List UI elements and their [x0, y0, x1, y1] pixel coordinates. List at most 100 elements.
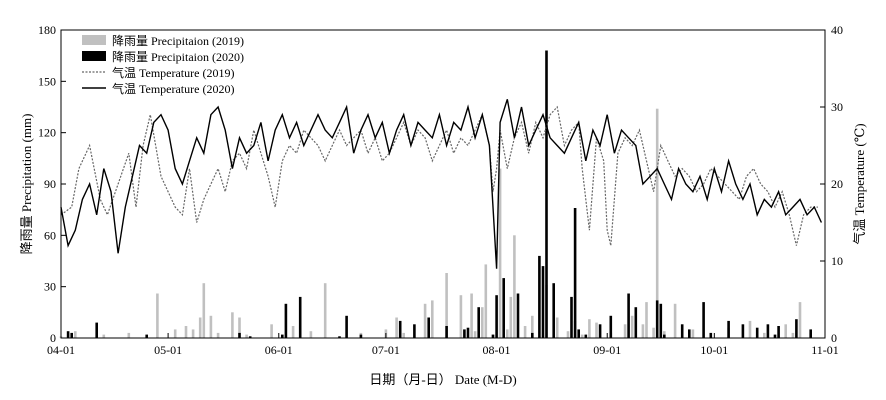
- axes: 04-01 05-01 06-01 07-01 08-01 09-01 10-01 11-01…: [38, 23, 843, 357]
- precip-2020-bar: [727, 320, 730, 338]
- precip-2019-bar: [156, 293, 159, 338]
- x-tick-label: 11-01: [811, 343, 839, 357]
- precip-2020-bar: [463, 329, 466, 338]
- precip-2019-bar: [566, 331, 570, 338]
- precip-2020-bar: [634, 307, 638, 338]
- precip-2020-bar: [809, 329, 812, 338]
- precip-2020-bar: [541, 266, 545, 338]
- precip-2020-bar: [773, 334, 777, 338]
- precip-2020-bar: [466, 327, 470, 338]
- x-tick-label: 07-01: [372, 343, 400, 357]
- precip-2020-bar: [688, 329, 691, 338]
- x-tick-label: 05-01: [154, 343, 182, 357]
- precip-2020-bar: [655, 300, 659, 338]
- y-right-tick-label: 20: [831, 177, 843, 191]
- precip-2020-bar: [680, 324, 684, 338]
- precip-2019-bar: [445, 273, 448, 338]
- precip-2020-bar: [338, 336, 341, 338]
- precip-2020-bar: [413, 324, 416, 338]
- precip-2020-bar: [531, 332, 534, 338]
- precip-2019-bar: [323, 283, 327, 338]
- precip-2019-bar: [509, 296, 513, 338]
- precip-2020-bar: [445, 326, 448, 338]
- precip-2020-bar: [66, 331, 70, 338]
- precip-2020-bar: [359, 334, 363, 338]
- legend-swatch-precip-2019: [82, 35, 106, 45]
- precip-2019-bar: [173, 329, 177, 338]
- precip-2019-bar: [395, 317, 398, 338]
- x-tick-label: 10-01: [700, 343, 728, 357]
- precip-2019-bar: [74, 331, 77, 338]
- y-right-tick-label: 10: [831, 254, 843, 268]
- precip-2019-bar: [459, 295, 463, 338]
- precip-2019-bar: [645, 302, 648, 338]
- precip-2019-bar: [655, 108, 659, 338]
- x-tick-label: 09-01: [593, 343, 621, 357]
- precip-2020-bar: [495, 295, 498, 338]
- left-axis-title: 降雨量 Precipitation (mm): [19, 114, 34, 255]
- precip-2019-bar: [309, 331, 313, 338]
- precip-2020-bar: [398, 320, 402, 338]
- precip-2019-bar: [791, 332, 795, 338]
- x-tick-label: 08-01: [483, 343, 511, 357]
- precip-2019-bar: [198, 317, 202, 338]
- y-left-tick-label: 60: [44, 228, 56, 242]
- precip-2019-bar: [673, 303, 677, 338]
- precip-2019-bars: [59, 108, 812, 338]
- y-left-tick-label: 90: [44, 177, 56, 191]
- precip-2019-bar: [431, 300, 434, 338]
- precip-2019-bar: [498, 168, 502, 338]
- precip-2019-bar: [484, 264, 488, 338]
- precip-2019-bar: [245, 334, 248, 338]
- precip-2019-bar: [470, 293, 473, 338]
- legend: 降雨量 Precipitaion (2019) 降雨量 Precipitaion…: [82, 34, 244, 96]
- precip-2020-bar: [145, 334, 148, 338]
- precip-2020-bar: [502, 278, 505, 338]
- precip-2019-bar: [531, 315, 534, 338]
- precip-2019-bar: [798, 302, 802, 338]
- legend-label-precip-2019: 降雨量 Precipitaion (2019): [112, 34, 244, 48]
- precip-2019-bar: [216, 332, 220, 338]
- y-left-tick-label: 30: [44, 280, 56, 294]
- legend-label-precip-2020: 降雨量 Precipitaion (2020): [112, 50, 244, 64]
- precip-2019-bar: [506, 329, 509, 338]
- precip-2019-bar: [291, 326, 295, 338]
- precip-2019-bar: [270, 324, 273, 338]
- precip-2020-bar: [663, 334, 666, 338]
- precip-2020-bar: [491, 334, 495, 338]
- precip-2019-bar: [523, 326, 527, 338]
- y-right-tick-label: 0: [831, 331, 837, 345]
- precip-2019-bar: [238, 317, 241, 338]
- precip-2019-bar: [127, 332, 131, 338]
- temp-2019-line: [60, 105, 818, 246]
- temp-2020-line: [60, 99, 823, 269]
- precip-2020-bar: [427, 317, 430, 338]
- precip-2019-bar: [102, 334, 106, 338]
- precip-2020-bar: [570, 296, 573, 338]
- y-left-tick-label: 0: [50, 331, 56, 345]
- precip-2019-bar: [481, 307, 484, 338]
- precip-2019-bar: [784, 324, 787, 338]
- x-axis-title: 日期（月-日） Date (M-D): [369, 372, 516, 387]
- precip-2020-bar: [627, 293, 630, 338]
- precip-2019-bar: [641, 324, 645, 338]
- x-tick-label: 06-01: [265, 343, 293, 357]
- precip-2020-bar: [95, 322, 98, 338]
- precip-2019-bar: [652, 327, 655, 338]
- precip-2020-bar: [284, 303, 288, 338]
- x-tick-label: 04-01: [47, 343, 75, 357]
- precip-2020-bar: [345, 315, 348, 338]
- precip-2020-bar: [477, 307, 480, 338]
- precip-2020-bar: [777, 326, 780, 338]
- precip-2019-bar: [184, 326, 188, 338]
- precip-2019-bar: [402, 332, 405, 338]
- precip-2019-bar: [580, 334, 584, 338]
- precip-2020-bar: [795, 319, 798, 338]
- y-left-tick-label: 120: [38, 126, 56, 140]
- right-axis-title: 气温 Temperature (℃): [852, 123, 867, 244]
- precip-2019-bar: [231, 312, 234, 338]
- precip-2019-bar: [473, 331, 477, 338]
- precip-2020-bar: [741, 324, 745, 338]
- precip-2020-bar: [516, 293, 520, 338]
